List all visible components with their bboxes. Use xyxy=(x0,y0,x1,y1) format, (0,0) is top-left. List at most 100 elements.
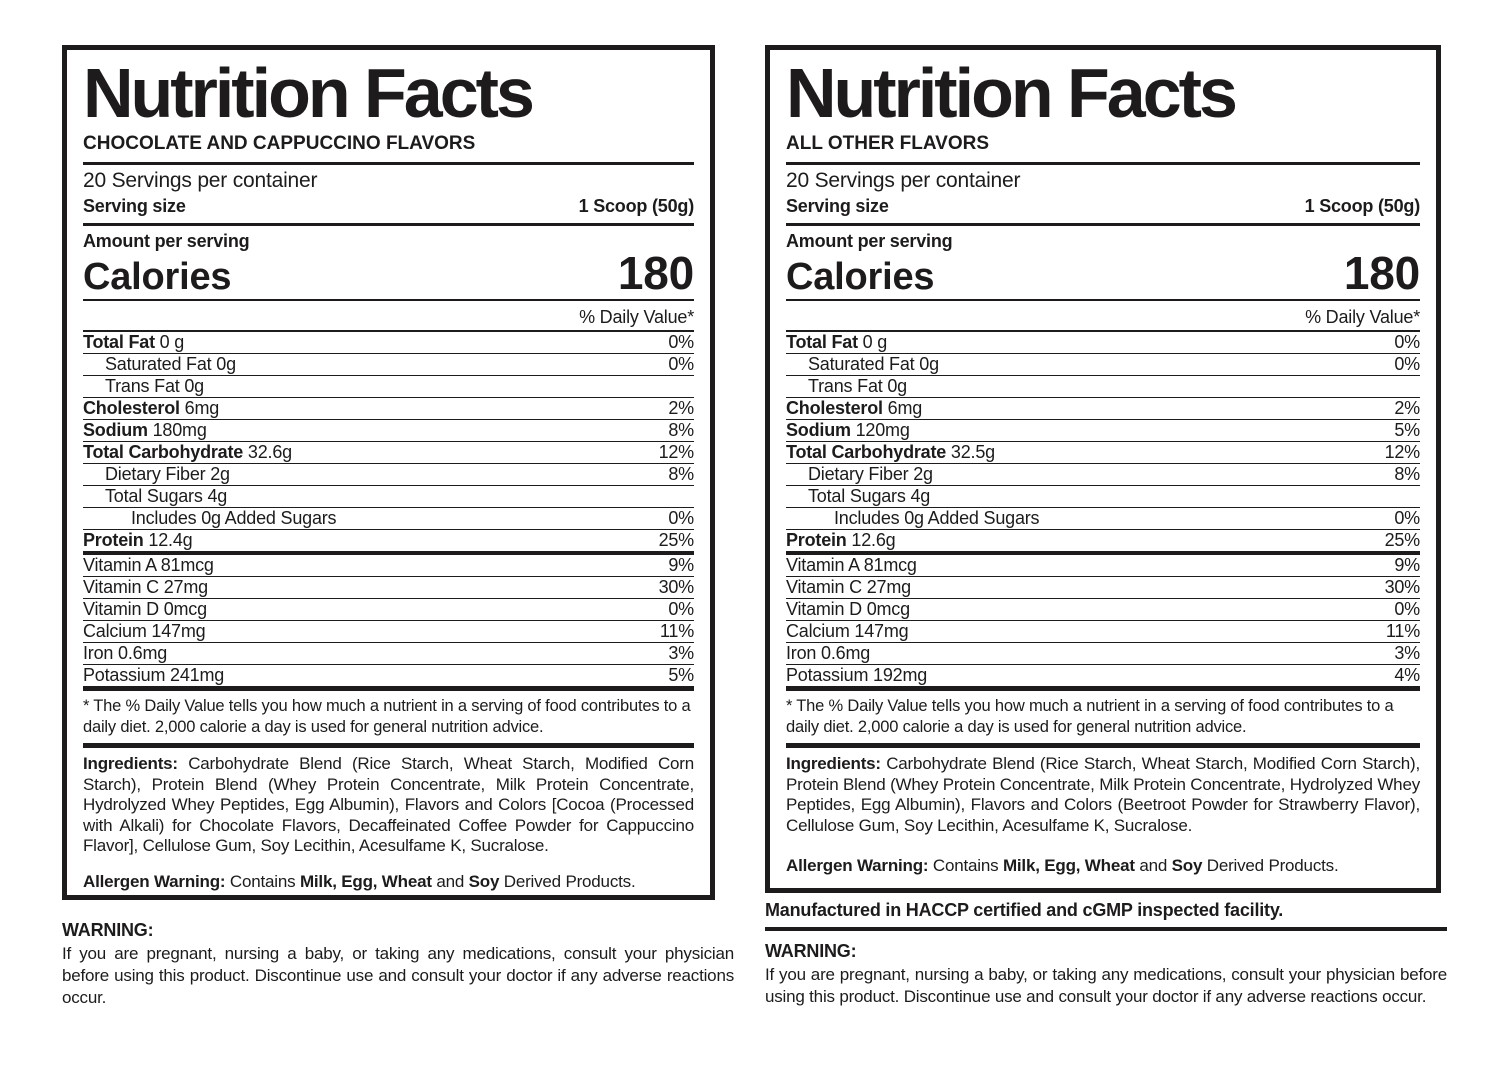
nutrient-row: Iron 0.6mg 3% xyxy=(786,643,1420,666)
text-segment: Contains xyxy=(229,871,296,891)
nutrition-label-chocolate-cappuccino: Nutrition Facts CHOCOLATE AND CAPPUCCINO… xyxy=(62,45,715,900)
nutrient-name: Saturated Fat 0g xyxy=(105,354,236,375)
nutrient-name: Calcium 147mg xyxy=(786,621,909,642)
nutrient-row: Cholesterol 6mg 2% xyxy=(83,398,694,421)
nutrient-name: Total Carbohydrate 32.5g xyxy=(786,442,995,463)
nutrient-name: Sodium 120mg xyxy=(786,420,910,441)
ingredients-label: Ingredients: xyxy=(786,754,881,774)
nutrient-rows: Total Fat 0 g 0% Saturated Fat 0g 0% Trans F… xyxy=(83,332,694,686)
calories-row: Calories 180 xyxy=(83,247,694,302)
text-segment: Soy xyxy=(1171,856,1203,876)
nutrient-name: Dietary Fiber 2g xyxy=(808,464,933,485)
serving-size-value: 1 Scoop (50g) xyxy=(1304,196,1421,217)
nutrient-row: Protein 12.6g 25% xyxy=(786,530,1421,556)
flavor-subtitle: CHOCOLATE AND CAPPUCCINO FLAVORS xyxy=(83,133,694,166)
serving-size-label: Serving size xyxy=(83,196,186,217)
nutrient-daily-value: 0% xyxy=(668,354,694,375)
text-segment: Contains xyxy=(932,856,999,876)
nutrient-row: Total Fat 0 g 0% xyxy=(83,332,694,355)
calories-row: Calories 180 xyxy=(786,250,1420,302)
nutrient-daily-value: 0% xyxy=(1394,508,1420,529)
serving-size-row: Serving size 1 Scoop (50g) xyxy=(786,193,1421,227)
nutrient-row: Total Sugars 4g xyxy=(786,486,1420,509)
nutrient-row: Cholesterol 6mg 2% xyxy=(786,398,1420,421)
nutrient-row: Vitamin A 81mcg 9% xyxy=(786,555,1420,578)
nutrient-daily-value: 30% xyxy=(1384,577,1421,598)
daily-value-footnote: * The % Daily Value tells you how much a… xyxy=(83,697,691,737)
nutrient-daily-value: 3% xyxy=(1394,643,1420,664)
amount-per-serving-label: Amount per serving xyxy=(83,231,250,252)
nutrient-row: Sodium 120mg 5% xyxy=(786,420,1420,443)
nutrient-daily-value: 0% xyxy=(1394,599,1420,620)
daily-value-header: % Daily Value* xyxy=(786,301,1420,333)
manufactured-statement: Manufactured in HACCP certified and cGMP… xyxy=(765,900,1284,920)
calories-label: Calories xyxy=(83,256,232,299)
nutrient-name: Iron 0.6mg xyxy=(83,643,168,664)
text-segment: and xyxy=(436,871,465,891)
text-segment: Carbohydrate Blend (Rice Starch, Wheat S… xyxy=(786,754,1420,835)
nutrient-name: Includes 0g Added Sugars xyxy=(834,508,1040,529)
nutrient-name: Vitamin C 27mg xyxy=(83,577,208,598)
nutrient-name: Protein 12.4g xyxy=(83,530,193,551)
nutrient-name: Saturated Fat 0g xyxy=(808,354,939,375)
nutrient-row: Vitamin D 0mcg 0% xyxy=(83,599,694,622)
nutrient-row: Saturated Fat 0g 0% xyxy=(786,354,1420,377)
nutrient-row: Dietary Fiber 2g 8% xyxy=(786,464,1420,487)
nutrient-daily-value: 25% xyxy=(1384,530,1421,551)
nutrient-name: Total Sugars 4g xyxy=(105,486,228,507)
nutrient-name: Protein 12.6g xyxy=(786,530,896,551)
ingredients-label: Ingredients: xyxy=(83,754,178,774)
nutrient-name: Potassium 241mg xyxy=(83,665,225,686)
divider-bar xyxy=(786,743,1420,749)
calories-label: Calories xyxy=(786,256,935,299)
nutrient-name: Sodium 180mg xyxy=(83,420,207,441)
text-segment: Derived Products. xyxy=(503,871,636,891)
flavor-subtitle: ALL OTHER FLAVORS xyxy=(786,133,1420,166)
nutrient-name: Trans Fat 0g xyxy=(808,376,907,397)
nutrient-row: Total Sugars 4g xyxy=(83,486,694,509)
nutrient-row: Iron 0.6mg 3% xyxy=(83,643,694,666)
nutrient-row: Calcium 147mg 11% xyxy=(786,621,1420,644)
nutrient-row: Protein 12.4g 25% xyxy=(83,530,695,556)
nutrient-name: Calcium 147mg xyxy=(83,621,206,642)
nutrient-row: Total Carbohydrate 32.5g 12% xyxy=(786,442,1420,465)
nutrient-row: Trans Fat 0g xyxy=(786,376,1420,399)
nutrient-row: Potassium 241mg 5% xyxy=(83,665,694,686)
text-segment: Soy xyxy=(468,871,500,891)
nutrient-row: Dietary Fiber 2g 8% xyxy=(83,464,694,487)
text-segment: Milk, Egg, Wheat xyxy=(1002,856,1135,876)
nutrient-name: Total Fat 0 g xyxy=(786,332,888,353)
nutrient-row: Vitamin A 81mcg 9% xyxy=(83,555,694,578)
nutrient-name: Vitamin A 81mcg xyxy=(786,555,917,576)
nutrient-daily-value: 12% xyxy=(658,442,695,463)
divider-rule xyxy=(765,927,1447,931)
nutrient-daily-value: 3% xyxy=(668,643,694,664)
divider-bar xyxy=(83,743,694,749)
warning-text: If you are pregnant, nursing a baby, or … xyxy=(62,944,734,1007)
nutrient-name: Trans Fat 0g xyxy=(105,376,204,397)
warning-title: WARNING: xyxy=(765,941,857,961)
nutrient-daily-value: 0% xyxy=(668,332,694,353)
servings-per-container: 20 Servings per container xyxy=(786,169,1021,193)
divider-bar xyxy=(83,686,694,692)
nutrient-daily-value: 0% xyxy=(1394,354,1420,375)
nutrient-name: Vitamin D 0mcg xyxy=(786,599,910,620)
text-segment: Derived Products. xyxy=(1206,856,1339,876)
nutrient-row: Vitamin C 27mg 30% xyxy=(786,577,1421,600)
nutrient-daily-value: 4% xyxy=(1394,665,1420,686)
nutrient-daily-value: 0% xyxy=(668,599,694,620)
nutrient-name: Iron 0.6mg xyxy=(786,643,871,664)
nutrient-daily-value: 5% xyxy=(668,665,694,686)
ingredients-text: Ingredients: Carbohydrate Blend (Rice St… xyxy=(786,754,1420,836)
nutrient-row: Includes 0g Added Sugars 0% xyxy=(786,508,1420,531)
nutrient-row: Vitamin C 27mg 30% xyxy=(83,577,695,600)
calories-value: 180 xyxy=(617,247,694,300)
nutrient-name: Includes 0g Added Sugars xyxy=(131,508,337,529)
nutrient-daily-value: 2% xyxy=(668,398,694,419)
nutrient-daily-value: 25% xyxy=(658,530,695,551)
nutrient-daily-value: 0% xyxy=(668,508,694,529)
divider-bar xyxy=(786,686,1420,692)
nutrient-name: Dietary Fiber 2g xyxy=(105,464,230,485)
nutrient-daily-value: 30% xyxy=(658,577,695,598)
